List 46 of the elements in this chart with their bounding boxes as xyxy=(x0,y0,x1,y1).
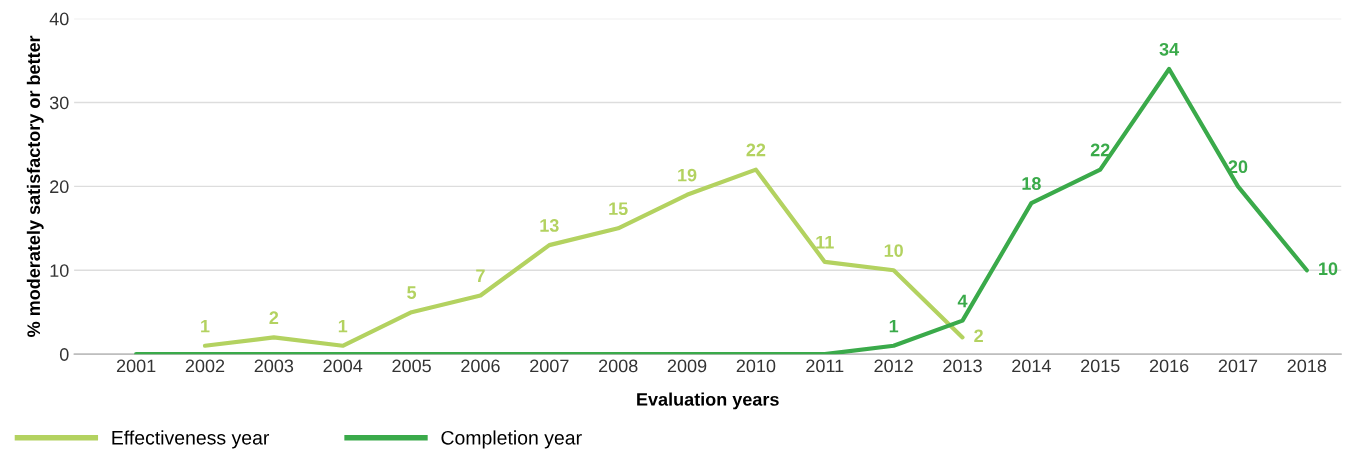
data-label: 5 xyxy=(407,286,417,299)
x-tick-label: 2001 xyxy=(116,359,156,373)
x-tick-label: 2002 xyxy=(185,359,225,373)
y-tick-label: 40 xyxy=(49,12,69,26)
data-label: 15 xyxy=(609,202,628,216)
data-label: 4 xyxy=(957,294,968,308)
x-tick-label: 2009 xyxy=(667,359,707,373)
x-tick-label: 2011 xyxy=(806,359,844,373)
x-tick-label: 2013 xyxy=(943,359,982,373)
x-tick-label: 2017 xyxy=(1218,359,1258,373)
x-tick-label: 2005 xyxy=(392,359,431,373)
y-tick-label: 10 xyxy=(50,264,69,277)
legend-label: Completion year xyxy=(441,430,582,449)
y-tick-label: 30 xyxy=(49,96,69,110)
x-tick-label: 2014 xyxy=(1012,359,1051,373)
data-label: 22 xyxy=(746,143,766,157)
x-tick-label: 2006 xyxy=(461,359,500,373)
x-tick-label: 2003 xyxy=(254,359,294,373)
x-tick-label: 2007 xyxy=(530,359,569,373)
line-series xyxy=(134,66,1309,355)
data-label: 34 xyxy=(1159,42,1180,56)
data-label: 19 xyxy=(678,168,697,182)
data-label: 2 xyxy=(974,329,983,343)
data-label: 1 xyxy=(889,319,899,333)
x-tick-label: 2015 xyxy=(1081,359,1120,373)
data-label: 1 xyxy=(201,319,210,333)
x-tick-label: 2016 xyxy=(1149,359,1189,373)
data-label: 1 xyxy=(338,319,348,333)
x-tick-label: 2012 xyxy=(874,359,913,373)
x-tick-label: 2018 xyxy=(1287,359,1327,373)
legend-label: Effectiveness year xyxy=(112,430,270,449)
y-tick-label: 20 xyxy=(50,180,69,194)
data-label: 13 xyxy=(540,219,559,232)
data-label: 18 xyxy=(1022,177,1041,190)
x-tick-label: 2008 xyxy=(599,359,638,373)
data-label: 11 xyxy=(816,236,834,249)
y-axis-title: % moderately satisfactory or better xyxy=(26,35,44,337)
data-label: 2 xyxy=(269,311,279,324)
data-label: 10 xyxy=(884,244,903,257)
data-label: 22 xyxy=(1090,143,1110,157)
x-tick-label: 2004 xyxy=(323,359,363,373)
x-tick-label: 2010 xyxy=(736,359,776,373)
x-axis-title: Evaluation years xyxy=(637,392,779,410)
data-label: 7 xyxy=(476,269,485,282)
y-tick-label: 0 xyxy=(59,348,69,361)
data-label: 10 xyxy=(1319,262,1338,276)
